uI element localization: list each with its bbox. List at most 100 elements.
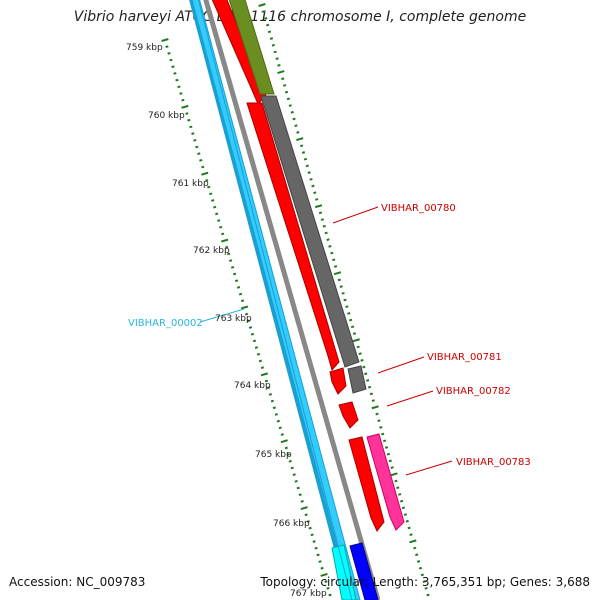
outer-tick bbox=[266, 23, 270, 27]
outer-tick bbox=[399, 499, 404, 503]
outer-tick bbox=[352, 332, 357, 335]
outer-tick bbox=[330, 251, 334, 255]
outer-tick bbox=[375, 412, 379, 416]
inner-tick bbox=[201, 165, 205, 169]
gene-red-short-a[interactable] bbox=[329, 367, 347, 395]
outer-tick bbox=[382, 439, 387, 443]
inner-tick bbox=[286, 453, 290, 456]
inner-tick bbox=[306, 520, 310, 523]
outer-tick bbox=[409, 533, 413, 537]
inner-tick bbox=[230, 265, 235, 269]
gene-grey-long[interactable] bbox=[260, 95, 360, 368]
outer-tick bbox=[275, 57, 279, 60]
inner-tick bbox=[284, 446, 288, 450]
map-title: Vibrio harveyi ATCC BAA-1116 chromosome … bbox=[73, 9, 527, 25]
inner-tick bbox=[320, 566, 324, 570]
outer-tick bbox=[390, 466, 394, 469]
outer-tick bbox=[352, 338, 360, 343]
outer-tick bbox=[377, 419, 381, 423]
accession-text: Accession: NC_009783 bbox=[9, 575, 146, 589]
outer-tick bbox=[288, 104, 292, 107]
outer-tick bbox=[290, 110, 294, 114]
label-vibhar-00002[interactable]: VIBHAR_00002 bbox=[128, 318, 203, 329]
outer-tick bbox=[401, 506, 406, 510]
outer-tick bbox=[366, 379, 370, 382]
gene-olive[interactable] bbox=[226, 0, 275, 95]
outer-tick bbox=[405, 519, 409, 523]
outer-tick bbox=[381, 432, 385, 436]
outer-tick bbox=[324, 231, 328, 235]
inner-tick bbox=[169, 58, 173, 62]
outer-tick bbox=[396, 486, 400, 490]
outer-tick bbox=[369, 392, 374, 396]
inner-line bbox=[198, 0, 353, 600]
inner-tick bbox=[177, 85, 181, 89]
inner-tick bbox=[272, 406, 276, 410]
inner-tick bbox=[171, 65, 175, 69]
inner-tick bbox=[179, 92, 183, 95]
gene-grey-short[interactable] bbox=[347, 365, 367, 394]
outer-tick bbox=[349, 318, 353, 322]
outer-tick bbox=[409, 539, 417, 544]
gene-aqua[interactable] bbox=[331, 544, 357, 600]
inner-tick bbox=[197, 152, 201, 156]
outer-tick bbox=[281, 77, 285, 81]
inner-tick bbox=[256, 352, 261, 356]
gene-magenta[interactable] bbox=[366, 433, 405, 531]
gene-red-lower[interactable] bbox=[348, 436, 385, 532]
label-vibhar-00782[interactable]: VIBHAR_00782 bbox=[436, 386, 511, 397]
inner-tick bbox=[205, 179, 209, 182]
inner-tick bbox=[232, 272, 237, 276]
inner-tick bbox=[221, 232, 225, 236]
label-vibhar-00780[interactable]: VIBHAR_00780 bbox=[381, 203, 456, 214]
inner-tick bbox=[268, 393, 272, 396]
inner-tick bbox=[167, 52, 171, 55]
inner-tick bbox=[228, 259, 233, 263]
outer-tick bbox=[277, 63, 281, 67]
inner-tick bbox=[250, 332, 255, 336]
inner-tick bbox=[310, 533, 314, 537]
inner-tick bbox=[328, 593, 332, 597]
inner-tick bbox=[298, 493, 302, 497]
outer-tick bbox=[314, 204, 323, 209]
inner-tick bbox=[165, 45, 169, 49]
inner-tick bbox=[189, 125, 193, 129]
inner-tick bbox=[304, 513, 308, 517]
tick-label-763: 763 kbp bbox=[215, 314, 252, 324]
inner-tick bbox=[300, 500, 304, 503]
inner-tick bbox=[308, 526, 312, 530]
tick-label-759: 759 kbp bbox=[126, 43, 163, 53]
outer-tick bbox=[299, 144, 304, 148]
inner-tick bbox=[187, 118, 191, 122]
gene-red-short-b[interactable] bbox=[338, 401, 359, 429]
inner-tick bbox=[225, 245, 229, 249]
outer-tick bbox=[337, 278, 341, 282]
outer-tick bbox=[269, 37, 274, 40]
leader-vibhar-00782 bbox=[386, 390, 434, 407]
inner-tick bbox=[244, 312, 249, 316]
inner-tick bbox=[181, 98, 185, 102]
outer-tick bbox=[303, 157, 308, 161]
tick-track bbox=[161, 3, 430, 597]
outer-tick bbox=[311, 184, 315, 188]
gene-blue[interactable] bbox=[349, 542, 379, 600]
outer-tick bbox=[296, 131, 300, 134]
outer-tick bbox=[284, 90, 289, 94]
gene-red-long[interactable] bbox=[246, 102, 340, 372]
inner-tick bbox=[318, 560, 322, 563]
inner-tick bbox=[278, 426, 282, 430]
outer-tick bbox=[309, 177, 313, 181]
outer-tick bbox=[286, 97, 291, 101]
inner-tick bbox=[226, 252, 231, 256]
inner-tick bbox=[161, 38, 169, 42]
label-vibhar-00783[interactable]: VIBHAR_00783 bbox=[456, 457, 531, 468]
leader-vibhar-00002 bbox=[199, 308, 245, 323]
inner-tick bbox=[290, 466, 294, 470]
backbone-line bbox=[203, 0, 381, 600]
inner-tick bbox=[246, 319, 251, 323]
inner-tick bbox=[193, 138, 197, 142]
outer-tick bbox=[320, 218, 324, 221]
label-vibhar-00781[interactable]: VIBHAR_00781 bbox=[427, 352, 502, 363]
inner-tick bbox=[312, 540, 316, 543]
inner-tick bbox=[219, 225, 223, 229]
